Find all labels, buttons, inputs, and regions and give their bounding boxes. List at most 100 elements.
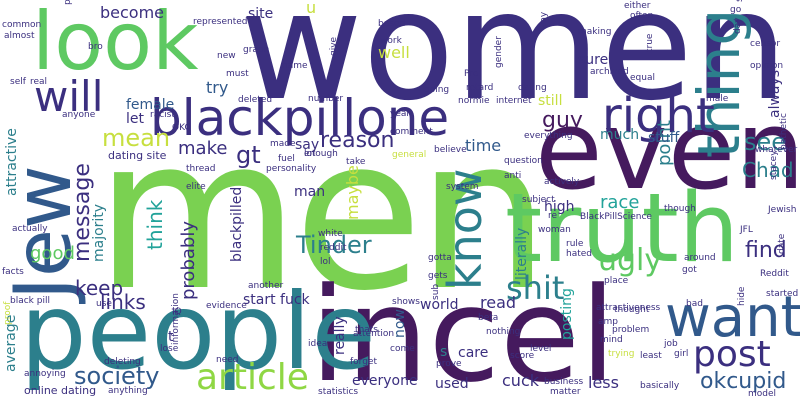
word: forget xyxy=(350,357,377,367)
word: level xyxy=(530,344,552,354)
word: find xyxy=(745,238,787,263)
word: people xyxy=(20,271,376,393)
word: ugly xyxy=(598,243,663,278)
word: model xyxy=(748,389,777,399)
word: least xyxy=(640,351,662,361)
word: male xyxy=(706,94,729,104)
word: site xyxy=(248,6,274,22)
word: subject xyxy=(522,195,555,205)
word: enough xyxy=(304,149,338,159)
word: online dating xyxy=(24,384,97,397)
word: must xyxy=(226,69,249,79)
word: fuel xyxy=(278,154,295,164)
word: either xyxy=(624,1,651,11)
word: well xyxy=(378,43,410,62)
word: hated xyxy=(566,249,592,259)
word: society xyxy=(74,362,160,390)
word: much xyxy=(600,127,640,143)
word: try xyxy=(206,78,229,97)
word: name xyxy=(282,61,308,71)
word: article xyxy=(196,357,309,398)
word: good xyxy=(30,243,75,264)
word: IQ xyxy=(172,307,182,317)
word: gt xyxy=(236,141,261,169)
word: statistics xyxy=(318,387,359,397)
word: become xyxy=(100,3,165,22)
word: white xyxy=(318,229,343,239)
word: reddit xyxy=(320,243,347,253)
word: true xyxy=(645,33,655,52)
word: making xyxy=(578,27,612,37)
word: BlackPillScience xyxy=(580,212,652,222)
word: dating site xyxy=(108,149,167,162)
word: information xyxy=(171,293,181,345)
word: date xyxy=(777,233,787,254)
word: system xyxy=(446,182,479,192)
word: still xyxy=(538,93,563,109)
word: lot xyxy=(304,149,316,159)
word: though xyxy=(664,204,696,214)
word: read xyxy=(480,293,517,312)
word: actively xyxy=(544,177,580,187)
word: hide xyxy=(737,286,747,306)
word: world xyxy=(420,297,459,313)
word: bro xyxy=(88,42,103,52)
word: annoying xyxy=(24,369,66,379)
word: got xyxy=(682,265,697,275)
word: yeah xyxy=(390,109,413,119)
word: mind xyxy=(600,335,623,345)
word: question xyxy=(504,156,543,166)
word: Jewish xyxy=(768,205,797,215)
word: now xyxy=(392,309,408,338)
word: racist xyxy=(150,110,175,120)
word: come xyxy=(390,344,415,354)
word: way xyxy=(539,11,549,30)
word: represented xyxy=(193,17,248,27)
word: gender xyxy=(494,36,504,68)
word: men xyxy=(95,92,550,337)
word: s xyxy=(440,344,448,360)
word: deleting xyxy=(104,357,141,367)
word: thought xyxy=(614,305,650,315)
word: basically xyxy=(640,381,680,391)
word: OKC xyxy=(172,123,191,133)
word: sub xyxy=(431,283,441,300)
word: made xyxy=(270,139,296,149)
word: posting xyxy=(559,288,575,340)
word: general xyxy=(392,150,427,160)
word: take xyxy=(346,157,366,167)
word: always xyxy=(767,69,783,118)
word: rule xyxy=(566,239,584,249)
word: say xyxy=(295,137,320,153)
word: often xyxy=(630,11,654,21)
word: comment xyxy=(390,127,433,137)
word: make xyxy=(178,138,228,159)
word: normie xyxy=(458,96,490,106)
word: thread xyxy=(186,164,216,174)
word: use xyxy=(96,299,112,309)
word: whatever xyxy=(755,145,798,155)
word: lose xyxy=(160,344,179,354)
word: personality xyxy=(266,164,317,174)
word: race xyxy=(600,192,640,213)
word: graph xyxy=(243,45,270,55)
word: truth xyxy=(505,174,739,284)
word: post xyxy=(693,334,771,375)
word: everything xyxy=(524,131,573,141)
word: want xyxy=(665,285,800,350)
word: self xyxy=(10,77,26,87)
word: facts xyxy=(2,267,24,277)
word: retard xyxy=(466,83,494,93)
word: keep xyxy=(75,276,124,300)
word: girl xyxy=(674,349,689,359)
word: probably xyxy=(178,221,199,300)
word: thats xyxy=(355,325,378,335)
word: opinion xyxy=(750,61,784,71)
word: prove xyxy=(436,359,462,369)
word: believe xyxy=(434,145,467,155)
word: high xyxy=(544,199,575,215)
word: mean xyxy=(102,124,171,152)
word: lol xyxy=(320,257,331,267)
word: actually xyxy=(12,224,48,234)
word: attractiveness xyxy=(596,303,661,313)
